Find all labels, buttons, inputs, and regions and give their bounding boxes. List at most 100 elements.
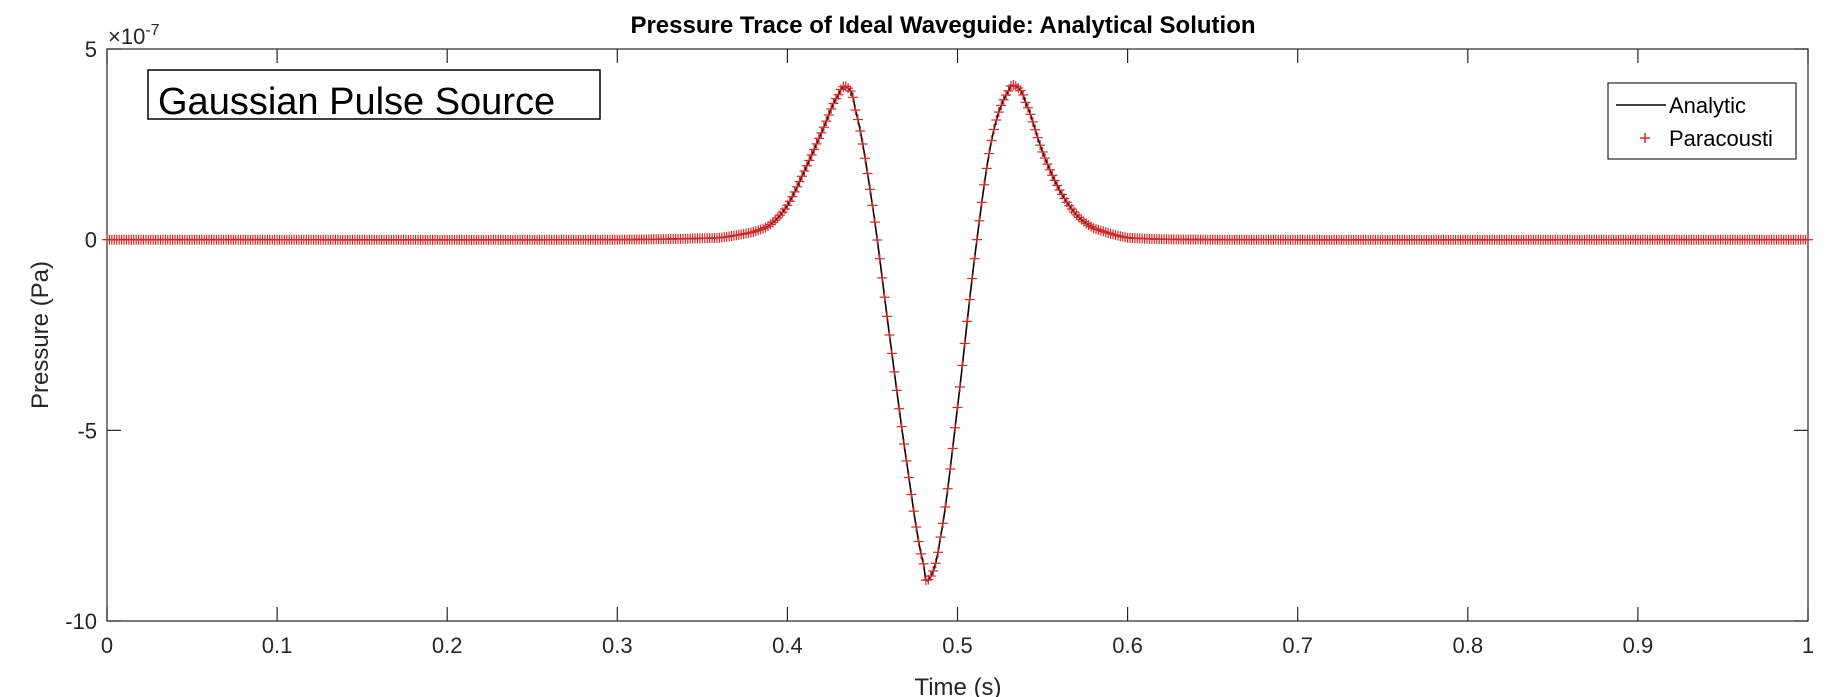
paracousti-point [767,217,778,228]
paracousti-point [886,348,897,359]
paracousti-point [925,571,936,582]
y-tick-label: 5 [85,37,97,62]
chart-title: Pressure Trace of Ideal Waveguide: Analy… [630,12,1255,39]
paracousti-point [840,81,851,92]
paracousti-point [991,115,1002,126]
paracousti-point [789,186,800,197]
paracousti-point [1095,225,1106,236]
paracousti-point [874,253,885,264]
paracousti-point [894,403,905,414]
paracousti-point [935,532,946,543]
paracousti-point [1044,164,1055,175]
paracousti-point [823,109,834,120]
paracousti-point [1018,89,1029,100]
paracousti-point [901,455,912,466]
paracousti-point [801,160,812,171]
paracousti-point [903,472,914,483]
paracousti-point [899,439,910,450]
x-tick-label: 0.5 [942,633,973,658]
paracousti-point [998,94,1009,105]
paracousti-point [1032,132,1043,143]
paracousti-point [811,138,822,149]
y-exponent-power: -7 [145,22,159,39]
plot-frame [106,48,1809,622]
paracousti-point [1086,221,1097,232]
paracousti-point [911,522,922,533]
paracousti-point [1088,223,1099,234]
paracousti-point [1001,90,1012,101]
paracousti-point [1100,227,1111,238]
paracousti-point [984,148,995,159]
paracousti-point [845,86,856,97]
paracousti-point [1054,185,1065,196]
paracousti-point [916,548,927,559]
paracousti-point [1108,229,1119,240]
paracousti-point [954,381,965,392]
paracousti-point [879,292,890,303]
y-exponent-base: ×10 [108,24,145,49]
paracousti-point [860,153,871,164]
paracousti-point [1013,83,1024,94]
series-layer [102,80,1813,586]
paracousti-point [913,536,924,547]
paracousti-point [877,272,888,283]
paracousti-point [865,184,876,195]
annotation-text: Gaussian Pulse Source [158,81,555,123]
paracousti-point [1022,102,1033,113]
y-axis-ticks: 5 0 -5 -10 [65,37,1808,634]
paracousti-point [928,565,939,576]
paracousti-point [799,166,810,177]
paracousti-point [1103,227,1114,238]
paracousti-point [848,92,859,103]
paracousti-point [940,502,951,513]
paracousti-point [850,105,861,116]
paracousti-point [1039,153,1050,164]
paracousti-point [1052,180,1063,191]
paracousti-point [884,330,895,340]
paracousti-point [872,235,883,246]
paracousti-point [758,223,769,234]
paracousti-point [862,168,873,179]
paracousti-point [996,100,1007,111]
x-axis-ticks: 0 0.1 0.2 0.3 0.4 0.5 0.6 0.7 0.8 0.9 1 [101,49,1814,658]
x-tick-label: 0.2 [432,633,463,658]
paracousti-point [933,547,944,558]
paracousti-point [784,196,795,207]
x-tick-label: 0.4 [772,633,803,658]
paracousti-point [1110,230,1121,241]
paracousti-point [1803,234,1813,245]
y-tick-label: -10 [65,609,97,634]
series-analytic-line [107,84,1808,582]
paracousti-point [906,489,917,500]
paracousti-point [855,125,866,136]
paracousti-point [750,226,761,237]
paracousti-point [979,179,990,190]
paracousti-point [988,124,999,135]
x-axis-label: Time (s) [914,674,1001,697]
paracousti-point [770,215,781,226]
paracousti-point [804,155,815,166]
paracousti-point [867,200,878,211]
legend: Analytic Paracousti [1607,82,1797,160]
paracousti-point [787,191,798,202]
paracousti-point [765,219,776,230]
paracousti-point [891,385,902,396]
paracousti-point [962,316,973,327]
paracousti-point [896,421,907,432]
annotation-frame [147,69,601,120]
paracousti-point [857,138,868,149]
legend-analytic-label: Analytic [1669,93,1746,118]
paracousti-point [918,558,929,569]
paracousti-point [1015,85,1026,96]
plot-area: 0 0.1 0.2 0.3 0.4 0.5 0.6 0.7 0.8 0.9 1 5 0 -5 -10 [65,37,1814,658]
paracousti-point [959,338,970,349]
paracousti-point [792,181,803,192]
paracousti-point [969,253,980,264]
y-axis-label: Pressure (Pa) [27,261,54,409]
paracousti-point [1071,209,1082,220]
paracousti-point [964,294,975,305]
legend-frame [1607,82,1797,160]
paracousti-point [882,311,893,322]
paracousti-point [950,422,961,433]
paracousti-point [1030,124,1041,135]
